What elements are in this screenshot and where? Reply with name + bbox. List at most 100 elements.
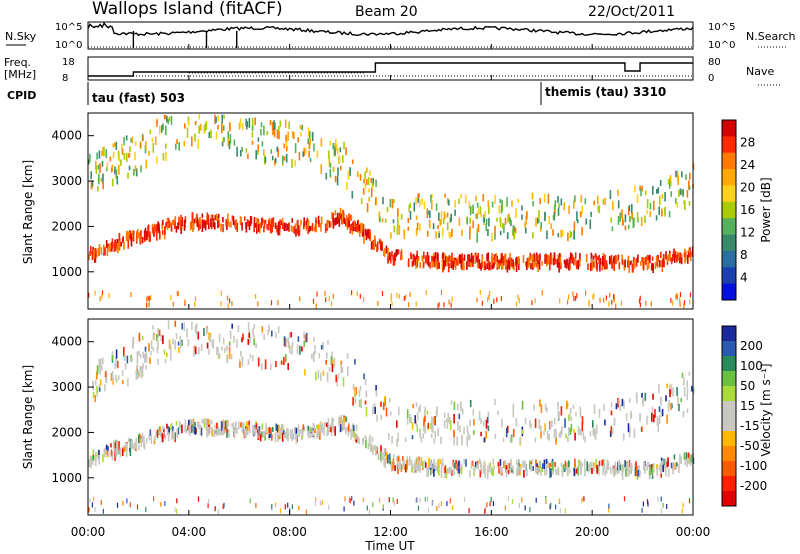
velocity-echo [670,402,672,411]
velocity-echo [606,465,608,474]
power-echo [477,224,480,233]
power-echo [574,257,577,265]
velocity-echo [681,508,683,514]
power-echo [98,173,100,180]
velocity-echo [424,496,426,502]
power-echo [532,200,534,207]
velocity-echo [262,432,265,438]
power-echo [166,223,169,230]
power-echo [263,125,265,136]
velocity-echo [415,464,418,472]
power-echo [320,137,323,147]
power-echo [115,169,118,178]
power-echo [174,224,176,229]
velocity-echo [472,409,475,416]
power-echo [324,223,327,233]
power-echo [564,260,567,268]
x-tick-label: 12:00 [373,525,408,539]
velocity-echo [404,464,406,470]
velocity-echo [418,466,420,472]
velocity-echo [236,427,238,435]
velocity-echo [424,424,426,434]
velocity-echo [167,320,170,330]
power-echo [539,198,541,205]
velocity-echo [658,465,661,471]
velocity-echo [352,397,354,406]
power-echo [398,225,401,235]
velocity-echo [284,504,286,510]
power-echo [549,262,551,271]
power-echo [400,213,403,220]
velocity-echo [447,467,449,474]
power-echo [443,260,445,270]
power-echo [308,225,311,233]
power-echo [499,230,502,236]
power-echo [92,246,94,255]
velocity-echo [227,420,230,427]
velocity-echo [259,429,262,435]
power-echo [541,290,543,296]
power-echo [266,131,269,136]
power-echo [486,253,488,262]
velocity-echo [532,465,534,471]
velocity-echo [565,433,567,439]
power-echo [118,164,120,172]
velocity-echo [92,392,95,399]
velocity-echo [328,424,331,432]
power-echo [550,255,553,265]
velocity-echo [351,496,353,501]
power-echo [227,131,229,139]
velocity-echo [434,431,436,439]
velocity-echo [579,428,581,436]
velocity-echo [372,502,374,508]
velocity-echo [157,358,159,365]
power-echo [125,135,128,141]
colorbar-tick: 50 [740,379,755,393]
power-echo [431,255,433,263]
power-echo [618,262,621,270]
power-echo [155,225,158,234]
velocity-echo [466,436,468,447]
power-echo [130,138,132,143]
power-echo [678,190,680,197]
power-echo [126,152,128,162]
power-echo [483,261,486,271]
power-echo [236,146,238,157]
power-echo [651,262,653,271]
power-echo [528,256,531,266]
power-echo [543,193,546,203]
velocity-echo [538,464,541,473]
velocity-echo [505,469,508,478]
power-echo [366,203,369,213]
power-echo [173,220,175,226]
velocity-echo [155,431,158,437]
power-echo [662,258,664,268]
velocity-echo [207,503,209,509]
velocity-echo [94,454,96,462]
power-echo [111,238,114,249]
power-echo [460,193,462,199]
velocity-echo [96,365,99,376]
power-echo [324,290,326,296]
velocity-echo [489,501,491,507]
velocity-echo [616,467,619,475]
velocity-echo [507,496,509,501]
power-echo [246,219,249,225]
velocity-echo [589,431,592,437]
velocity-echo [392,497,394,503]
power-echo [141,237,144,244]
power-echo [90,171,92,180]
freq-panel: Freq. [MHz] 18 8 80 0 Nave CPID tau (fas… [4,56,782,105]
velocity-echo [252,354,254,362]
power-echo [231,301,233,307]
power-echo [363,178,365,184]
velocity-echo [149,357,151,364]
power-echo [516,256,518,265]
power-echo [498,263,500,270]
velocity-echo [433,417,435,424]
velocity-echo [538,461,541,466]
velocity-echo [218,428,221,435]
power-echo [683,303,685,309]
power-echo [382,196,384,205]
